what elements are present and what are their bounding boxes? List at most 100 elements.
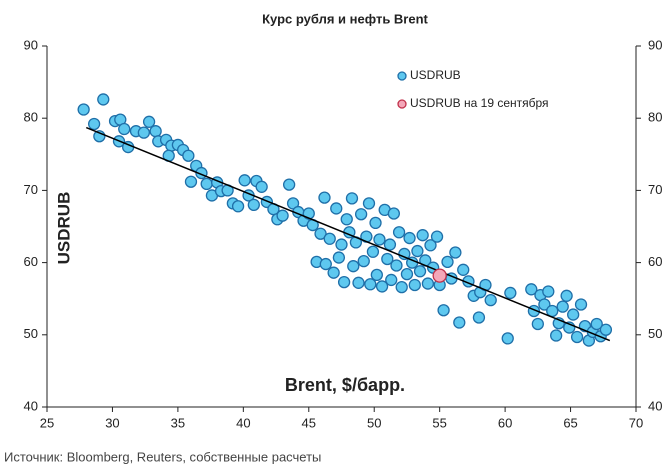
point <box>357 255 370 268</box>
point <box>430 230 444 243</box>
point <box>556 300 569 313</box>
point <box>327 266 340 279</box>
point <box>392 226 406 239</box>
point <box>366 245 380 258</box>
point <box>449 246 462 259</box>
point <box>142 115 156 128</box>
y-tick-label: 80 <box>24 110 38 125</box>
point <box>247 198 260 211</box>
x-tick-label: 55 <box>432 415 446 430</box>
point <box>87 117 101 131</box>
point <box>238 174 251 187</box>
point <box>97 93 110 106</box>
legend-label: USDRUB <box>410 68 461 82</box>
point <box>501 332 514 345</box>
point <box>354 208 368 221</box>
x-tick-label: 50 <box>367 415 381 430</box>
point <box>525 283 538 296</box>
point <box>137 126 151 139</box>
point <box>231 200 245 213</box>
point <box>335 238 348 251</box>
y2-tick-label: 90 <box>648 37 662 52</box>
point <box>453 316 466 329</box>
point <box>314 227 327 240</box>
point <box>118 122 131 136</box>
point <box>352 276 365 289</box>
point <box>370 268 383 282</box>
point <box>319 257 332 271</box>
legend-marker <box>397 99 407 109</box>
y-tick-label: 50 <box>24 326 38 341</box>
point <box>255 180 268 193</box>
point <box>387 207 401 220</box>
point <box>413 265 427 278</box>
point <box>375 280 389 293</box>
y-tick-label: 40 <box>24 398 38 413</box>
point <box>395 280 408 294</box>
point <box>347 260 360 273</box>
point <box>340 213 353 226</box>
y2-tick-label: 60 <box>648 254 662 269</box>
chart-title: Курс рубля и нефть Brent <box>262 11 428 26</box>
point <box>282 178 296 191</box>
point <box>424 239 437 252</box>
x-tick-label: 30 <box>105 415 119 430</box>
legend-label: USDRUB на 19 сентября <box>410 96 549 110</box>
x-tick-label: 60 <box>498 415 512 430</box>
point <box>337 275 351 289</box>
point <box>538 298 551 311</box>
point <box>369 216 382 230</box>
y2-tick-label: 40 <box>648 398 662 413</box>
point <box>149 125 162 138</box>
point <box>373 233 386 246</box>
point <box>385 273 398 287</box>
point <box>408 278 421 292</box>
point <box>200 177 213 191</box>
point <box>184 175 198 188</box>
point <box>323 232 336 245</box>
point <box>590 317 603 331</box>
point <box>416 229 429 242</box>
source-note: Источник: Bloomberg, Reuters, собственны… <box>4 449 321 464</box>
point <box>472 311 486 324</box>
point <box>345 192 359 205</box>
point <box>332 251 346 264</box>
y-axis-label: USDRUB <box>54 192 73 265</box>
point <box>550 329 563 342</box>
point <box>599 323 613 336</box>
y-tick-label: 70 <box>24 182 38 197</box>
trend-line <box>85 126 611 342</box>
point <box>362 197 376 210</box>
legend-marker <box>397 71 407 81</box>
point <box>457 263 470 276</box>
point <box>182 149 195 162</box>
point <box>484 293 497 307</box>
y-tick-label: 90 <box>24 37 38 52</box>
point <box>364 278 377 291</box>
x-tick-label: 25 <box>40 415 54 430</box>
point <box>560 289 573 302</box>
point <box>381 252 394 266</box>
point <box>542 285 555 298</box>
y-tick-label: 60 <box>24 254 38 269</box>
point <box>441 255 454 269</box>
point <box>400 268 414 281</box>
point <box>403 231 416 245</box>
point <box>383 238 397 251</box>
point <box>531 317 544 331</box>
point <box>390 259 403 272</box>
highlight-point <box>432 268 447 283</box>
y2-tick-label: 80 <box>648 110 662 125</box>
x-tick-label: 35 <box>171 415 185 430</box>
x-tick-label: 45 <box>302 415 316 430</box>
point <box>276 209 289 222</box>
x-tick-label: 65 <box>563 415 577 430</box>
y2-tick-label: 50 <box>648 326 662 341</box>
point <box>421 277 435 290</box>
point <box>330 202 343 215</box>
point <box>567 308 580 321</box>
point <box>574 298 588 311</box>
x-tick-label: 40 <box>236 415 250 430</box>
